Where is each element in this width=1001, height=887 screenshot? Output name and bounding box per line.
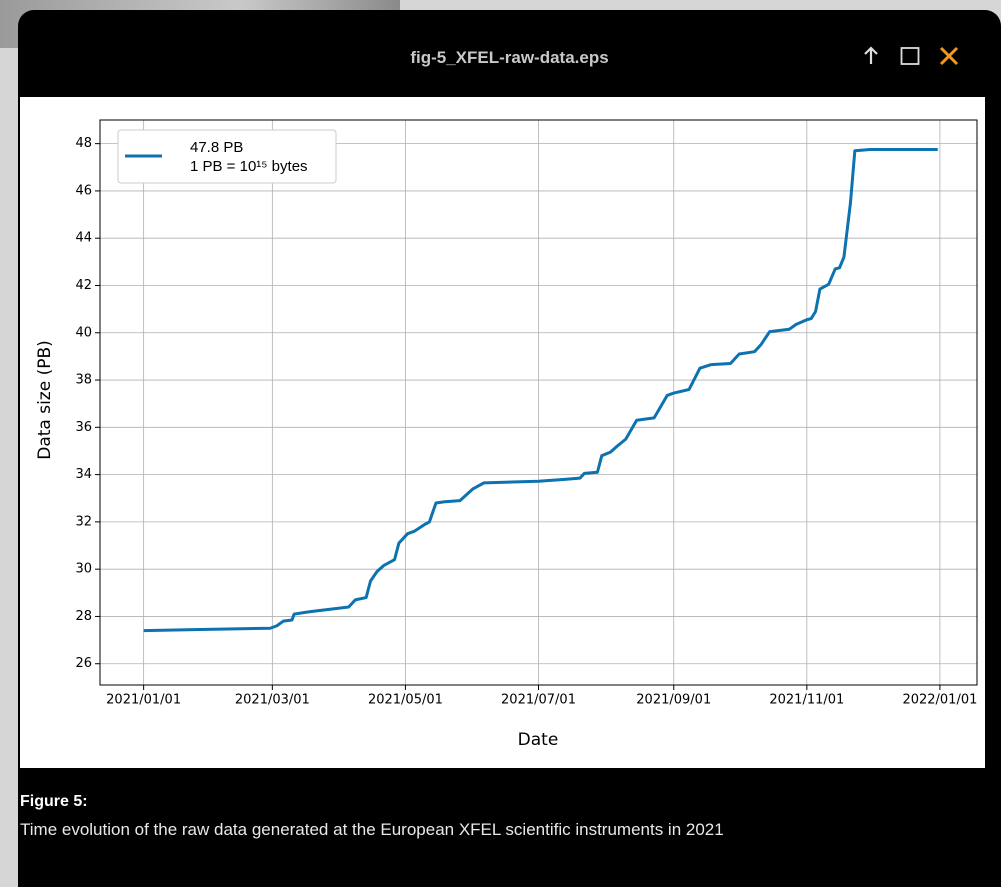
lightbox-title: fig-5_XFEL-raw-data.eps <box>410 48 609 67</box>
y-tick-label: 34 <box>75 467 92 482</box>
y-tick-label: 46 <box>75 183 92 198</box>
y-tick-label: 40 <box>75 325 92 340</box>
data-line <box>143 148 938 633</box>
x-tick-label: 2021/01/01 <box>106 693 181 708</box>
x-tick-label: 2021/11/01 <box>769 693 844 708</box>
y-tick-label: 32 <box>75 514 92 529</box>
y-tick-label: 48 <box>75 136 92 151</box>
legend-label: 47.8 PB <box>190 139 243 156</box>
legend-box <box>117 129 337 184</box>
maximize-button[interactable] <box>900 46 920 66</box>
close-button[interactable] <box>938 46 960 66</box>
plot-frame <box>99 119 978 686</box>
y-tick-label: 36 <box>75 420 92 435</box>
lightbox: fig-5_XFEL-raw-data.eps Data size (PB) D… <box>18 10 1001 887</box>
y-tick-label: 28 <box>75 609 92 624</box>
x-tick-label: 2021/03/01 <box>235 693 310 708</box>
figure-image: Data size (PB) Date 26 28 30 32 34 36 38 40 42 44… <box>20 97 985 768</box>
x-tick-label: 2021/05/01 <box>368 693 443 708</box>
y-tick-label: 44 <box>75 231 92 246</box>
y-tick-label: 30 <box>75 562 92 577</box>
chart: Data size (PB) Date 26 28 30 32 34 36 38 40 42 44… <box>35 119 978 750</box>
x-tick-label: 2021/07/01 <box>501 693 576 708</box>
x-axis-label: Date <box>518 730 559 750</box>
x-tick-label: 2021/09/01 <box>636 693 711 708</box>
x-tick-label: 2022/01/01 <box>902 693 977 708</box>
y-axis-label: Data size (PB) <box>35 340 55 460</box>
scroll-up-button[interactable] <box>863 46 879 66</box>
caption-text: Time evolution of the raw data generated… <box>20 820 724 839</box>
y-tick-label: 38 <box>75 373 92 388</box>
caption-label: Figure 5: <box>20 793 88 810</box>
y-tick-label: 26 <box>75 656 92 671</box>
y-tick-label: 42 <box>75 278 92 293</box>
legend-note: 1 PB = 10¹⁵ bytes <box>190 158 308 175</box>
